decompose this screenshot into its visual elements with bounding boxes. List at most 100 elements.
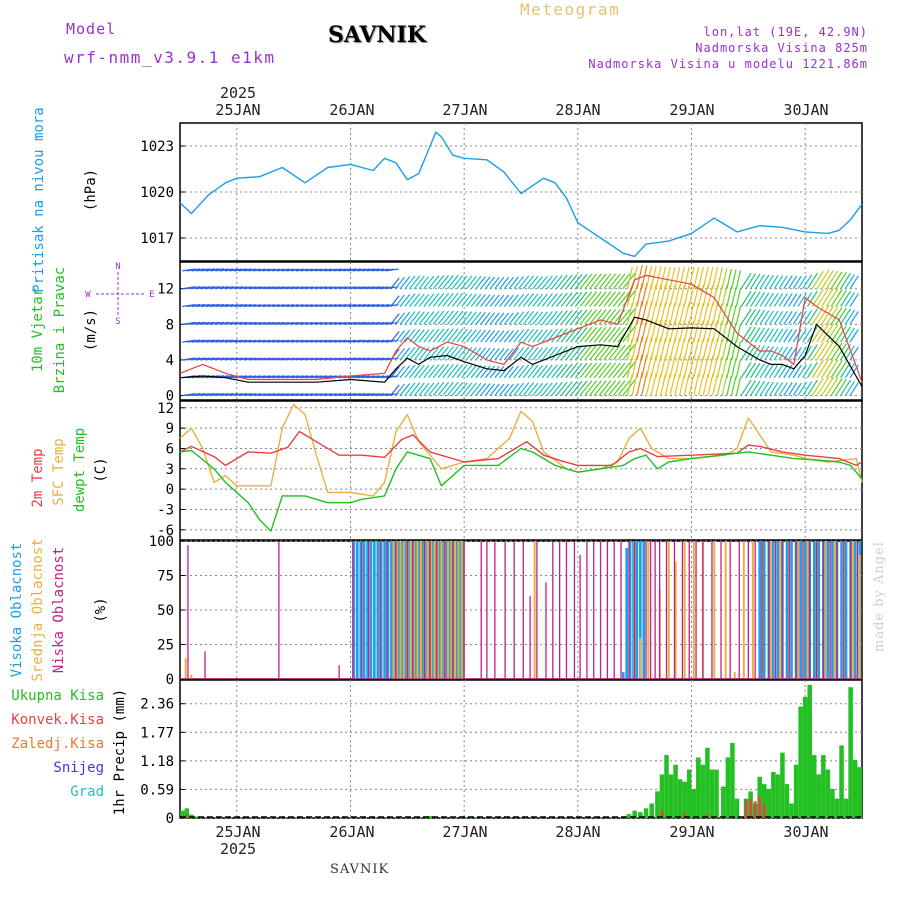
wind-arrow	[792, 364, 802, 379]
cloud-bar	[412, 541, 414, 679]
wind-arrow	[678, 338, 685, 361]
y-tick-label: -6	[157, 523, 174, 539]
precip-bar	[180, 810, 185, 818]
wind-arrow	[764, 363, 774, 379]
sfc-temp-line	[179, 403, 863, 497]
wind-arrow	[702, 267, 709, 289]
wind-arrow	[243, 286, 257, 290]
wind-arrow	[518, 382, 530, 396]
wind-arrow	[286, 286, 299, 290]
wind-arrow	[513, 293, 525, 307]
wind-arrow	[447, 274, 459, 290]
wind-arrow	[404, 364, 416, 379]
cloud-bar	[639, 541, 642, 679]
wind-arrow	[560, 327, 573, 343]
wind-arrow	[210, 392, 225, 397]
wind-arrow	[480, 347, 491, 361]
wind-arrow	[305, 304, 318, 308]
wind-arrow	[484, 365, 496, 379]
wind-arrow	[641, 265, 648, 289]
wind-arrow	[731, 358, 737, 378]
wind-arrow	[787, 329, 798, 343]
cloud-bar	[417, 541, 420, 679]
wind-arrow	[399, 383, 411, 396]
wind-arrow	[470, 276, 482, 290]
wind-arrow	[565, 292, 578, 307]
wind-arrow	[508, 329, 519, 343]
wind-arrow	[631, 337, 638, 361]
wind-arrow	[844, 274, 855, 290]
cloud-bar	[683, 541, 686, 679]
wind-arrow	[641, 318, 648, 343]
wind-arrow	[461, 329, 473, 343]
wind-arrow	[286, 321, 299, 325]
wind-arrow	[248, 357, 261, 361]
y-tick-label: 75	[157, 569, 174, 585]
wind-arrow	[551, 328, 563, 343]
wind-arrow	[447, 381, 459, 396]
wind-arrow	[664, 373, 671, 396]
wind-arrow	[735, 359, 742, 378]
wind-arrow	[371, 357, 385, 361]
cloud-bar	[817, 541, 821, 679]
wind-arrow	[182, 268, 196, 272]
wind-arrow	[783, 328, 793, 343]
wind-arrow	[702, 338, 709, 361]
wind-arrow	[295, 357, 309, 361]
wind-arrow	[347, 375, 361, 379]
precip-unit: 1hr Precip (mm)	[112, 689, 128, 815]
wind-arrow	[409, 311, 421, 325]
cloud-bar	[788, 541, 790, 679]
wind-arrow	[484, 330, 496, 343]
wind-arrow	[674, 356, 681, 378]
wind-arrow	[821, 305, 834, 325]
wind-arrow	[442, 328, 454, 343]
wind-arrow	[205, 392, 220, 397]
wind-arrow	[735, 341, 742, 361]
wind-arrow	[608, 362, 621, 379]
elevation-label: Nadmorska Visina 825m	[695, 41, 868, 55]
wind-arrow	[333, 339, 347, 343]
wind-arrow	[447, 310, 459, 325]
precip-bar	[638, 812, 643, 818]
wind-arrow	[593, 362, 607, 379]
wind-arrow	[428, 364, 440, 379]
wind-arrow	[532, 329, 543, 343]
wind-arrow	[688, 284, 695, 307]
wind-arrow	[286, 268, 299, 272]
wind-arrow	[745, 308, 757, 325]
cloud-title-1: Visoka Oblacnost	[9, 543, 25, 678]
cloud-bar	[434, 541, 438, 679]
wind-arrow	[470, 365, 482, 379]
cloud-bar	[632, 541, 635, 679]
wind-speed-line	[179, 316, 863, 387]
wind-arrow	[451, 292, 464, 307]
cloud-bar	[565, 541, 568, 679]
cloud-bar	[628, 541, 630, 679]
wind-arrow	[816, 340, 830, 361]
y-tick-label: 8	[166, 317, 174, 333]
wind-arrow	[537, 275, 548, 290]
cloud-bar	[628, 541, 632, 679]
wind-arrow	[835, 378, 847, 396]
wind-arrow	[669, 302, 676, 325]
wind-arrow	[522, 310, 535, 325]
wind-arrow	[636, 300, 643, 325]
wind-arrow	[201, 286, 215, 290]
wind-arrow	[499, 294, 510, 307]
wind-arrow	[499, 348, 510, 361]
wind-arrow	[541, 311, 553, 325]
cloud-bar	[738, 541, 740, 679]
wind-arrow	[660, 337, 667, 361]
wind-arrow	[362, 321, 375, 325]
cloud-bar	[797, 541, 800, 679]
wind-arrow	[432, 310, 445, 325]
y-tick-label: -3	[157, 502, 174, 518]
cloud-bar	[522, 541, 524, 679]
wind-arrow	[787, 346, 798, 361]
wind-arrow	[821, 376, 834, 396]
wind-arrow	[182, 339, 196, 343]
wind-arrow	[243, 339, 257, 343]
wind-arrow	[465, 275, 477, 290]
wind-arrow	[276, 357, 290, 361]
